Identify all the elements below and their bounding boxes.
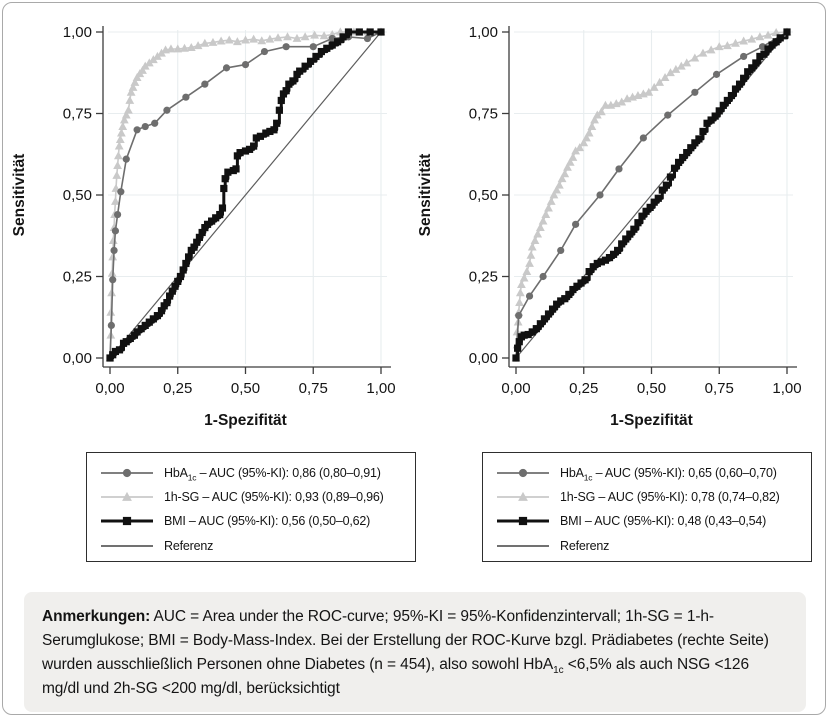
legend-item-referenz: Referenz: [99, 534, 405, 558]
legend-label-shg: 1h-SG – AUC (95%-KI): 0,93 (0,89–0,96): [164, 490, 384, 505]
svg-text:0,50: 0,50: [637, 380, 666, 397]
shg-line-triangle-sample-icon: [101, 492, 153, 502]
svg-text:1,00: 1,00: [772, 380, 801, 397]
svg-text:1,00: 1,00: [366, 380, 395, 397]
svg-text:0,25: 0,25: [569, 380, 598, 397]
legend-right: HbA1c – AUC (95%-KI): 0,65 (0,60–0,70) 1…: [482, 452, 812, 562]
svg-text:0,25: 0,25: [63, 269, 92, 286]
legend-label-referenz: Referenz: [560, 538, 610, 553]
svg-text:1-Spezifität: 1-Spezifität: [610, 412, 693, 429]
legend-item-shg: 1h-SG – AUC (95%-KI): 0,78 (0,74–0,82): [495, 485, 801, 509]
svg-text:Sensitivität: Sensitivität: [11, 154, 28, 237]
reference-line-sample-icon: [101, 544, 153, 547]
notes-box: Anmerkungen: AUC = Area under the ROC-cu…: [24, 592, 806, 713]
legend-label-shg: 1h-SG – AUC (95%-KI): 0,78 (0,74–0,82): [560, 490, 780, 505]
svg-text:1,00: 1,00: [63, 24, 92, 41]
svg-text:0,50: 0,50: [63, 187, 92, 204]
legend-label-hba1c: HbA1c – AUC (95%-KI): 0,86 (0,80–0,91): [164, 466, 381, 483]
svg-text:0,75: 0,75: [63, 106, 92, 123]
notes-text: Anmerkungen: AUC = Area under the ROC-cu…: [42, 608, 769, 697]
bmi-line-square-sample-icon: [101, 517, 153, 526]
legend-item-hba1c: HbA1c – AUC (95%-KI): 0,65 (0,60–0,70): [495, 461, 801, 485]
svg-text:0,25: 0,25: [469, 269, 498, 286]
svg-text:0,25: 0,25: [163, 380, 192, 397]
svg-text:0,00: 0,00: [63, 350, 92, 367]
legend-label-bmi: BMI – AUC (95%-KI): 0,48 (0,43–0,54): [560, 514, 767, 529]
roc-chart-right: 0,00 0,25 0,50 0,75 1,00 0,00 0,25 0,50 0,75 1,00…: [417, 24, 802, 429]
svg-text:1,00: 1,00: [469, 24, 498, 41]
svg-text:0,50: 0,50: [231, 380, 260, 397]
legend-left: HbA1c – AUC (95%-KI): 0,86 (0,80–0,91) 1…: [86, 452, 416, 562]
legend-item-shg: 1h-SG – AUC (95%-KI): 0,93 (0,89–0,96): [99, 485, 405, 509]
hba1c-line-circle-sample-icon: [497, 468, 549, 478]
svg-text:0,75: 0,75: [705, 380, 734, 397]
svg-text:0,50: 0,50: [469, 187, 498, 204]
bmi-line-square-sample-icon: [497, 517, 549, 526]
svg-text:0,00: 0,00: [501, 380, 530, 397]
svg-text:1-Spezifität: 1-Spezifität: [204, 412, 287, 429]
svg-text:0,75: 0,75: [299, 380, 328, 397]
legend-item-bmi: BMI – AUC (95%-KI): 0,56 (0,50–0,62): [99, 509, 405, 533]
hba1c-line-circle-sample-icon: [101, 468, 153, 478]
svg-text:0,75: 0,75: [469, 106, 498, 123]
shg-line-triangle-sample-icon: [497, 492, 549, 502]
legend-label-bmi: BMI – AUC (95%-KI): 0,56 (0,50–0,62): [164, 514, 371, 529]
svg-text:0,00: 0,00: [469, 350, 498, 367]
legend-item-referenz: Referenz: [495, 534, 801, 558]
svg-text:0,00: 0,00: [95, 380, 124, 397]
legend-label-hba1c: HbA1c – AUC (95%-KI): 0,65 (0,60–0,70): [560, 466, 777, 483]
reference-line-sample-icon: [497, 544, 549, 547]
legend-item-hba1c: HbA1c – AUC (95%-KI): 0,86 (0,80–0,91): [99, 461, 405, 485]
legend-item-bmi: BMI – AUC (95%-KI): 0,48 (0,43–0,54): [495, 509, 801, 533]
roc-chart-left: 0,00 0,25 0,50 0,75 1,00 0,00 0,25 0,50 0,75 1,00…: [11, 24, 396, 429]
svg-text:Sensitivität: Sensitivität: [417, 154, 434, 237]
legend-label-referenz: Referenz: [164, 538, 214, 553]
